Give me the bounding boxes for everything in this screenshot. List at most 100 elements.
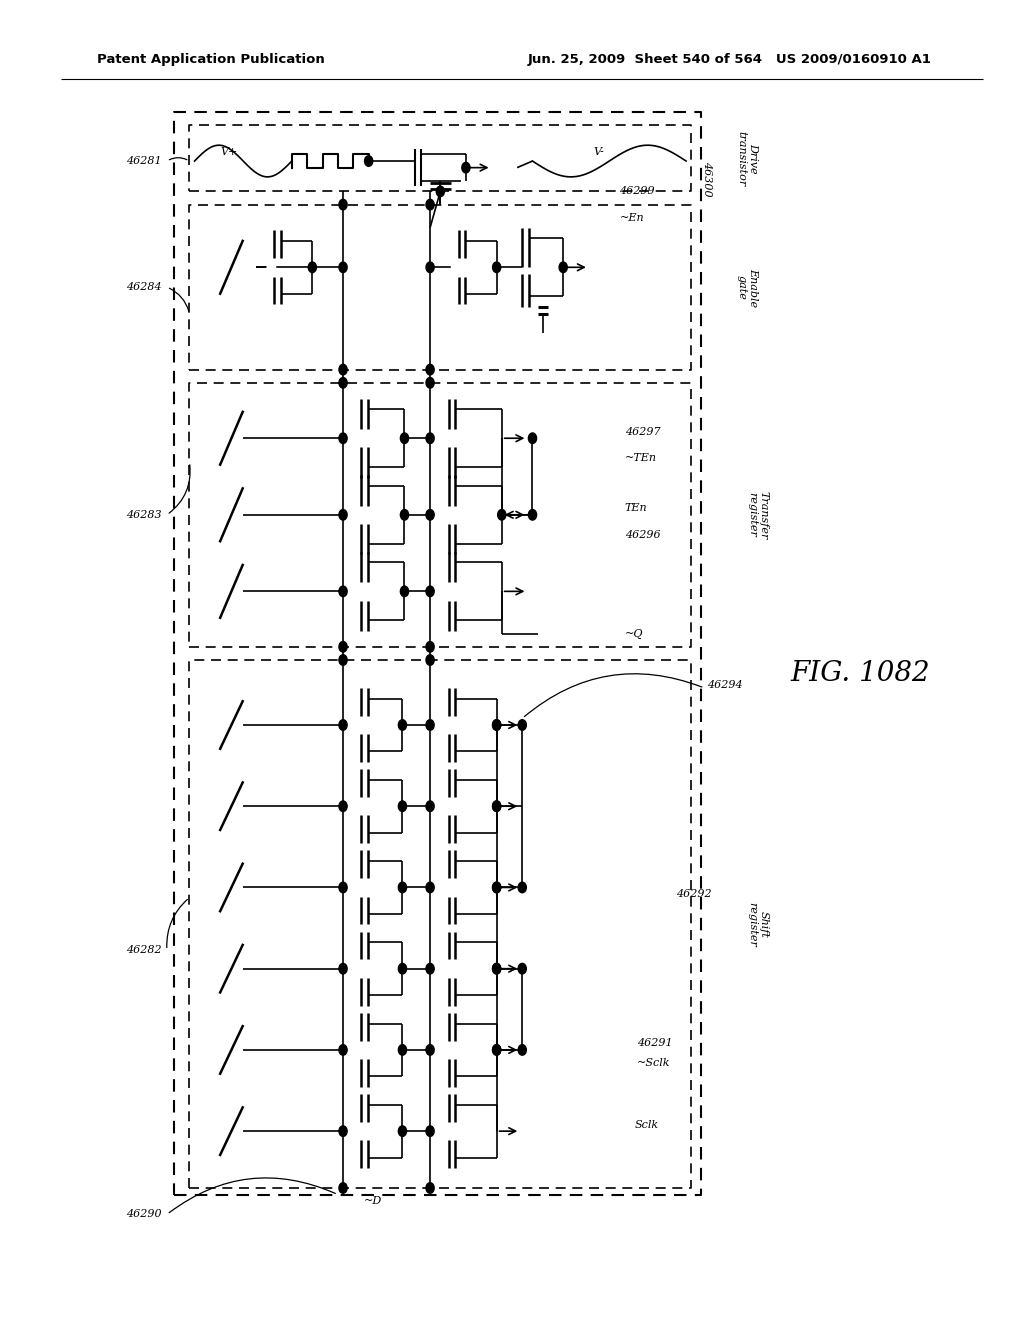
Circle shape (354, 801, 362, 812)
Circle shape (426, 642, 434, 652)
Circle shape (354, 433, 362, 444)
Text: 46300: 46300 (701, 161, 712, 197)
Circle shape (493, 801, 501, 812)
Circle shape (398, 964, 407, 974)
Circle shape (441, 882, 450, 892)
Text: 46283: 46283 (126, 510, 162, 520)
Circle shape (398, 882, 407, 892)
Circle shape (354, 1044, 362, 1055)
Circle shape (452, 261, 460, 272)
Circle shape (339, 801, 347, 812)
Circle shape (426, 801, 434, 812)
Circle shape (518, 882, 526, 892)
Circle shape (339, 964, 347, 974)
Circle shape (426, 586, 434, 597)
Circle shape (365, 156, 373, 166)
Circle shape (426, 1126, 434, 1137)
Circle shape (493, 882, 501, 892)
Text: ~Sclk: ~Sclk (637, 1059, 671, 1068)
Circle shape (441, 801, 450, 812)
Circle shape (518, 719, 526, 730)
Circle shape (398, 1126, 407, 1137)
Text: Patent Application Publication: Patent Application Publication (97, 53, 325, 66)
Circle shape (528, 433, 537, 444)
Text: 46296: 46296 (625, 529, 660, 540)
Text: 46294: 46294 (707, 680, 742, 690)
Circle shape (339, 1044, 347, 1055)
Circle shape (493, 719, 501, 730)
Text: 46284: 46284 (126, 282, 162, 292)
Text: 46292: 46292 (676, 890, 712, 899)
Circle shape (462, 162, 470, 173)
Circle shape (426, 964, 434, 974)
Text: 46282: 46282 (126, 945, 162, 956)
Circle shape (339, 655, 347, 665)
Text: TEn: TEn (625, 503, 647, 513)
Circle shape (339, 261, 347, 272)
Circle shape (436, 186, 444, 197)
Text: 46290: 46290 (126, 1209, 162, 1220)
Circle shape (354, 510, 362, 520)
Circle shape (426, 882, 434, 892)
Circle shape (493, 1044, 501, 1055)
Circle shape (441, 1044, 450, 1055)
Circle shape (441, 433, 450, 444)
Circle shape (354, 719, 362, 730)
Text: V+: V+ (220, 147, 238, 157)
Circle shape (441, 1126, 450, 1137)
Circle shape (354, 1126, 362, 1137)
Text: 46299: 46299 (620, 186, 655, 197)
Circle shape (441, 510, 450, 520)
Text: ~En: ~En (620, 213, 644, 223)
Circle shape (426, 364, 434, 375)
Circle shape (426, 655, 434, 665)
Text: 46291: 46291 (637, 1039, 673, 1048)
Circle shape (339, 1126, 347, 1137)
Circle shape (426, 378, 434, 388)
Circle shape (400, 586, 409, 597)
Circle shape (339, 433, 347, 444)
Circle shape (339, 642, 347, 652)
Circle shape (498, 510, 506, 520)
Circle shape (398, 801, 407, 812)
Circle shape (559, 261, 567, 272)
Circle shape (398, 719, 407, 730)
Text: V-: V- (594, 147, 604, 157)
Text: Sclk: Sclk (635, 1119, 659, 1130)
Circle shape (518, 964, 526, 974)
Text: Drive
transistor: Drive transistor (736, 131, 759, 186)
Circle shape (426, 1044, 434, 1055)
Circle shape (426, 719, 434, 730)
Circle shape (441, 964, 450, 974)
Circle shape (354, 964, 362, 974)
Circle shape (400, 433, 409, 444)
Text: ~TEn: ~TEn (625, 453, 656, 463)
Text: Transfer
register: Transfer register (746, 491, 769, 539)
Text: Jun. 25, 2009  Sheet 540 of 564   US 2009/0160910 A1: Jun. 25, 2009 Sheet 540 of 564 US 2009/0… (528, 53, 932, 66)
Circle shape (493, 964, 501, 974)
Circle shape (441, 719, 450, 730)
Circle shape (339, 882, 347, 892)
Circle shape (426, 199, 434, 210)
Circle shape (426, 1183, 434, 1193)
Circle shape (339, 510, 347, 520)
Circle shape (339, 719, 347, 730)
Circle shape (426, 433, 434, 444)
Circle shape (339, 1183, 347, 1193)
Circle shape (339, 199, 347, 210)
Text: FIG. 1082: FIG. 1082 (791, 660, 930, 686)
Circle shape (528, 510, 537, 520)
Circle shape (339, 378, 347, 388)
Circle shape (308, 261, 316, 272)
Circle shape (339, 364, 347, 375)
Text: Enable
gate: Enable gate (736, 268, 759, 306)
Circle shape (493, 261, 501, 272)
Circle shape (493, 801, 501, 812)
Circle shape (426, 510, 434, 520)
Circle shape (398, 1044, 407, 1055)
Circle shape (339, 586, 347, 597)
Text: Shift
register: Shift register (746, 902, 769, 946)
Circle shape (493, 882, 501, 892)
Circle shape (400, 510, 409, 520)
Text: 46281: 46281 (126, 156, 162, 166)
